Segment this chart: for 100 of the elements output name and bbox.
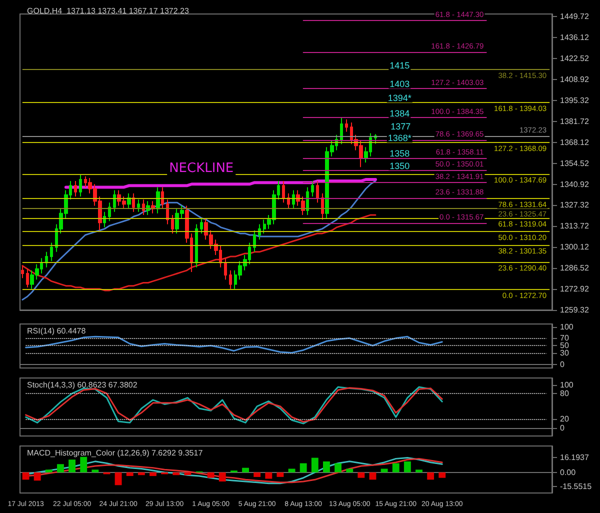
y-tick-label: 50 bbox=[560, 341, 570, 350]
candlestick bbox=[142, 199, 145, 216]
bar bbox=[126, 472, 134, 476]
bar bbox=[22, 472, 30, 480]
bar bbox=[392, 463, 400, 472]
candlestick bbox=[171, 214, 174, 234]
y-tick-label: 1449.72 bbox=[560, 12, 590, 22]
bar bbox=[242, 468, 249, 472]
candlestick bbox=[258, 224, 261, 240]
candlestick bbox=[306, 186, 309, 216]
candlestick bbox=[316, 180, 319, 204]
y-tick-label: 16.1937 bbox=[560, 453, 590, 462]
candlestick bbox=[200, 218, 203, 234]
y-tick-label: 1395.32 bbox=[560, 96, 590, 105]
bar bbox=[323, 461, 330, 472]
candlestick bbox=[166, 199, 169, 225]
candlestick bbox=[224, 258, 227, 280]
chart-title: Stoch(14,3,3) 60.8623 67.3802 bbox=[27, 380, 138, 390]
bar bbox=[300, 463, 307, 472]
annotation: 1377 bbox=[390, 122, 411, 132]
candlestick bbox=[287, 192, 290, 210]
series-label: NECKLINE bbox=[169, 161, 234, 176]
candlestick bbox=[137, 199, 140, 212]
y-tick-label: 1313.72 bbox=[560, 222, 590, 231]
bar bbox=[427, 472, 434, 480]
candlestick bbox=[340, 117, 343, 145]
y-tick-label: 70 bbox=[560, 334, 570, 343]
y-tick-label: 80 bbox=[560, 388, 570, 398]
bar bbox=[404, 461, 411, 472]
y-tick-label: 0.00 bbox=[560, 468, 576, 477]
bar bbox=[150, 472, 156, 476]
y-tick-label: 1422.52 bbox=[560, 54, 590, 64]
y-tick-label: 1354.52 bbox=[560, 158, 590, 168]
annotation: 1394* bbox=[388, 92, 412, 103]
candlestick bbox=[74, 180, 77, 197]
bar bbox=[334, 463, 342, 472]
candlestick bbox=[161, 186, 164, 210]
candlestick bbox=[113, 190, 116, 212]
chart-title: GOLD,H4 1371.13 1373.41 1367.17 1372.23 bbox=[27, 6, 190, 16]
candlestick bbox=[156, 186, 160, 214]
annotation: 1358 bbox=[390, 148, 410, 158]
y-tick-label: 1436.12 bbox=[560, 33, 590, 42]
bar bbox=[80, 456, 88, 472]
y-tick-label: 30 bbox=[560, 348, 570, 358]
bar bbox=[114, 472, 122, 486]
y-tick-label: 1286.52 bbox=[560, 264, 590, 273]
annotation: 1403 bbox=[390, 79, 410, 90]
y-tick-label: 1327.32 bbox=[560, 200, 590, 210]
candlestick bbox=[79, 174, 82, 197]
bar bbox=[207, 472, 214, 478]
y-tick-label: -15.5515 bbox=[560, 482, 592, 492]
candlestick bbox=[253, 230, 256, 252]
bar bbox=[438, 472, 446, 478]
y-tick-label: 100 bbox=[560, 380, 574, 390]
y-tick-label: 0 bbox=[560, 423, 565, 432]
y-tick-label: 1381.72 bbox=[560, 116, 590, 126]
y-tick-label: 100 bbox=[560, 322, 574, 332]
candlestick bbox=[311, 180, 314, 197]
chart-title: MACD_Histogram_Color (12,26,9) 7.6292 9.3517 bbox=[27, 448, 204, 458]
y-tick-label: 1272.92 bbox=[560, 284, 590, 294]
annotation: 1384 bbox=[390, 108, 410, 118]
bar bbox=[57, 464, 64, 472]
candlestick bbox=[21, 265, 24, 279]
candlestick bbox=[132, 192, 135, 212]
bar bbox=[346, 468, 354, 472]
line-series bbox=[64, 178, 377, 189]
candlestick bbox=[229, 270, 232, 290]
bar bbox=[416, 470, 422, 472]
candlestick bbox=[50, 242, 53, 262]
bar bbox=[288, 468, 296, 472]
annotation: 1368* bbox=[388, 133, 412, 144]
line-series bbox=[25, 336, 443, 354]
y-tick-label: 1368.12 bbox=[560, 138, 590, 147]
bar bbox=[218, 472, 226, 482]
y-tick-label: 1340.92 bbox=[560, 180, 590, 189]
candlestick bbox=[26, 268, 29, 288]
bar bbox=[68, 460, 76, 472]
y-tick-label: 20 bbox=[560, 414, 570, 424]
bar bbox=[380, 468, 388, 472]
bar bbox=[92, 470, 99, 472]
bar bbox=[45, 470, 52, 472]
candlestick bbox=[292, 190, 295, 210]
y-tick-label: 0 bbox=[560, 360, 565, 369]
bar bbox=[369, 472, 376, 480]
bar bbox=[276, 472, 284, 477]
candlestick bbox=[345, 118, 348, 132]
y-tick-label: 1408.92 bbox=[560, 74, 590, 84]
candlestick bbox=[108, 202, 111, 222]
annotation: 1350 bbox=[390, 160, 410, 171]
annotation: 1415 bbox=[390, 60, 410, 71]
y-tick-label: 1300.12 bbox=[560, 242, 590, 252]
bar bbox=[172, 472, 180, 476]
candlestick bbox=[321, 192, 324, 220]
bar bbox=[184, 472, 192, 476]
y-tick-label: 1259.32 bbox=[560, 306, 590, 314]
candlestick bbox=[45, 251, 48, 268]
bar bbox=[138, 472, 145, 476]
bar bbox=[254, 472, 261, 477]
candlestick bbox=[282, 180, 285, 204]
bar bbox=[311, 458, 318, 472]
